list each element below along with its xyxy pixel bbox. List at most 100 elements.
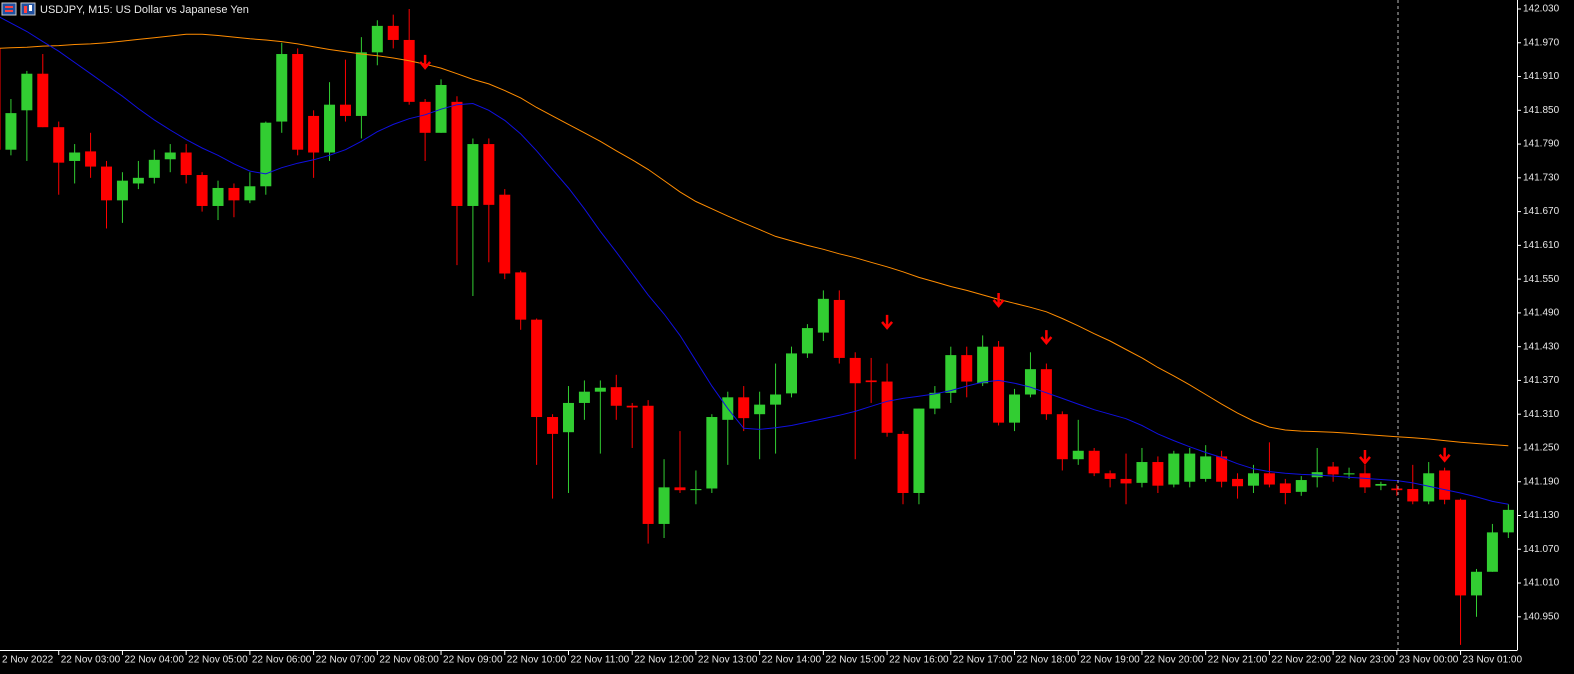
signal-arrow bbox=[419, 54, 432, 70]
y-tick-label: 141.070 bbox=[1523, 544, 1560, 555]
x-tick-label: 23 Nov 00:00 bbox=[1399, 655, 1459, 666]
candle-body bbox=[85, 151, 97, 167]
y-tick-label: 140.950 bbox=[1523, 611, 1560, 622]
x-tick-label: 22 Nov 23:00 bbox=[1335, 655, 1395, 666]
candle-body bbox=[1455, 499, 1467, 596]
candle-body bbox=[37, 73, 49, 128]
y-tick-label: 141.850 bbox=[1523, 105, 1560, 116]
candle-body bbox=[1295, 480, 1307, 492]
x-tick-label: 22 Nov 03:00 bbox=[61, 655, 121, 666]
candle-body bbox=[0, 48, 1, 150]
candle-body bbox=[786, 353, 797, 394]
candle-body bbox=[690, 489, 702, 491]
candle-body bbox=[801, 328, 813, 354]
x-tick-label: 22 Nov 13:00 bbox=[698, 655, 758, 666]
candle-body bbox=[1072, 450, 1084, 460]
candle-body bbox=[1470, 571, 1482, 596]
header: USDJPY, M15: US Dollar vs Japanese Yen bbox=[1, 2, 249, 16]
signal-arrow bbox=[881, 314, 894, 330]
x-tick-label: 2 Nov 2022 bbox=[2, 655, 54, 666]
candle-body bbox=[21, 73, 33, 111]
candle-body bbox=[1279, 483, 1291, 493]
y-tick-label: 141.490 bbox=[1523, 308, 1560, 319]
y-tick-label: 141.250 bbox=[1523, 443, 1560, 454]
x-tick-label: 22 Nov 05:00 bbox=[188, 655, 248, 666]
signal-arrow bbox=[1359, 449, 1371, 465]
candle-body bbox=[977, 346, 989, 384]
candle-body bbox=[754, 404, 766, 415]
candle-body bbox=[674, 487, 686, 491]
candle-body bbox=[324, 104, 336, 153]
candle-body bbox=[1359, 473, 1371, 488]
y-tick-label: 141.790 bbox=[1523, 139, 1560, 150]
x-tick-label: 22 Nov 18:00 bbox=[1017, 655, 1077, 666]
icon bbox=[24, 6, 27, 13]
candle-body bbox=[403, 39, 415, 102]
y-tick-label: 141.190 bbox=[1523, 476, 1560, 487]
candle-body bbox=[164, 152, 176, 160]
candle-body bbox=[833, 299, 845, 358]
y-tick-label: 141.610 bbox=[1523, 240, 1560, 251]
candle-body bbox=[1120, 478, 1132, 484]
x-tick-label: 22 Nov 16:00 bbox=[889, 655, 949, 666]
candle-body bbox=[196, 175, 208, 206]
candle-body bbox=[1423, 473, 1435, 502]
icon bbox=[1, 2, 17, 16]
candle-body bbox=[132, 177, 144, 184]
candle-body bbox=[578, 391, 590, 403]
candle-body bbox=[531, 319, 543, 418]
plot-area bbox=[0, 9, 1514, 645]
candle-body bbox=[738, 397, 750, 419]
candle-body bbox=[993, 346, 1005, 423]
candle-body bbox=[1056, 414, 1068, 460]
signal-arrow bbox=[992, 292, 1005, 308]
candle-body bbox=[1009, 394, 1021, 423]
candle-body bbox=[547, 417, 559, 434]
signal-arrow bbox=[1040, 330, 1053, 346]
y-tick-label: 141.970 bbox=[1523, 37, 1560, 48]
candle-body bbox=[945, 355, 957, 393]
signal-arrow bbox=[1438, 447, 1451, 463]
candle-body bbox=[594, 387, 606, 392]
candle-body bbox=[339, 104, 351, 116]
candle-body bbox=[53, 127, 65, 163]
candle-body bbox=[467, 144, 479, 206]
x-tick-label: 22 Nov 08:00 bbox=[379, 655, 439, 666]
candle-body bbox=[849, 357, 861, 384]
candle-body bbox=[483, 144, 495, 205]
moving-average bbox=[0, 33, 1509, 447]
y-tick-label: 141.370 bbox=[1523, 375, 1560, 386]
candle-body bbox=[116, 180, 128, 201]
candle-body bbox=[1024, 369, 1036, 395]
candle-body bbox=[180, 152, 192, 176]
candle-body bbox=[961, 355, 973, 382]
x-tick-label: 22 Nov 20:00 bbox=[1144, 655, 1204, 666]
candle-body bbox=[355, 52, 367, 116]
candle-body bbox=[1136, 462, 1148, 483]
x-tick-label: 22 Nov 06:00 bbox=[252, 655, 312, 666]
candle-body bbox=[244, 186, 256, 201]
x-tick-label: 22 Nov 10:00 bbox=[507, 655, 567, 666]
candle-body bbox=[1407, 489, 1419, 502]
candle-body bbox=[706, 417, 718, 489]
candle-body bbox=[817, 298, 829, 333]
candle-body bbox=[1104, 473, 1116, 479]
candle-body bbox=[1184, 453, 1196, 482]
candle-body bbox=[499, 194, 511, 274]
y-tick-label: 141.910 bbox=[1523, 71, 1560, 82]
candle-body bbox=[1152, 462, 1164, 486]
candle-body bbox=[1439, 470, 1451, 500]
candle-body bbox=[626, 405, 638, 408]
candle-body bbox=[1216, 456, 1228, 482]
candle-body bbox=[515, 272, 527, 320]
candle-body bbox=[1088, 450, 1100, 474]
x-tick-label: 22 Nov 14:00 bbox=[762, 655, 822, 666]
candle-body bbox=[101, 166, 113, 201]
x-tick-label: 22 Nov 12:00 bbox=[634, 655, 694, 666]
candle-body bbox=[1040, 369, 1052, 415]
chart-title: USDJPY, M15: US Dollar vs Japanese Yen bbox=[40, 4, 249, 16]
candle-body bbox=[770, 394, 782, 405]
x-tick-label: 22 Nov 04:00 bbox=[124, 655, 184, 666]
